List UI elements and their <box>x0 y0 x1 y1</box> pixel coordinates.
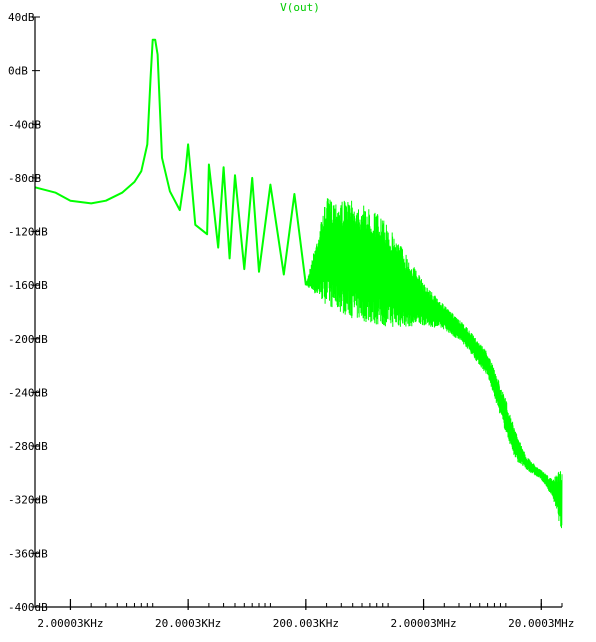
y-tick-label: -240dB <box>8 386 48 399</box>
y-tick-label: -200dB <box>8 333 48 346</box>
axes-layer <box>34 17 562 608</box>
y-tick-label: -320dB <box>8 494 48 507</box>
y-tick-label: -400dB <box>8 601 48 614</box>
y-tick-label: -80dB <box>8 172 41 185</box>
y-tick-label: -360dB <box>8 547 48 560</box>
y-tick-label: 40dB <box>8 11 35 24</box>
y-tick-label: -40dB <box>8 118 41 131</box>
trace-line-lowfreq <box>34 38 307 286</box>
x-tick-label: 2.00003MHz <box>390 617 456 630</box>
x-tick-label: 20.0003KHz <box>155 617 221 630</box>
trace-line-highfreq <box>305 198 563 529</box>
x-tick-label: 2.00003KHz <box>37 617 103 630</box>
y-tick-label: -120dB <box>8 226 48 239</box>
trace-title: V(out) <box>280 1 320 14</box>
x-tick-label: 200.003KHz <box>273 617 339 630</box>
x-tick-label: 20.0003MHz <box>508 617 574 630</box>
y-tick-label: -160dB <box>8 279 48 292</box>
y-tick-label: 0dB <box>8 65 28 78</box>
ticks-layer: 40dB 0dB -40dB -80dB -120dB -160dB -200dB -240d… <box>8 11 574 630</box>
y-tick-label: -280dB <box>8 440 48 453</box>
trace-layer <box>34 38 563 529</box>
